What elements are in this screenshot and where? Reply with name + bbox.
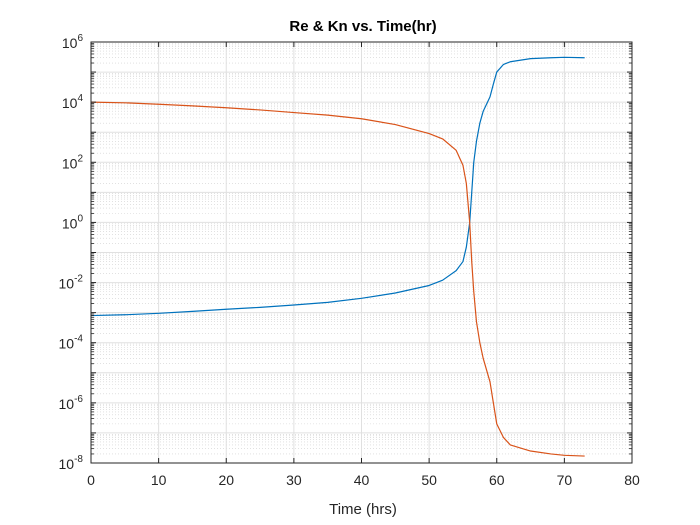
- x-tick-label: 80: [624, 472, 640, 488]
- series-line-1: [90, 56, 585, 317]
- series-layer: [90, 56, 585, 457]
- y-tick-labels: 10-8 10-6 10-4 10-2 100 102 104 106: [59, 33, 84, 472]
- x-axis-label: Time (hrs): [329, 501, 397, 518]
- major-grid: [90, 41, 633, 464]
- chart-title: Re & Kn vs. Time(hr): [289, 18, 436, 35]
- x-tick-label: 10: [151, 472, 167, 488]
- x-tick-label: 60: [489, 472, 505, 488]
- y-tick-label: 10-2: [59, 274, 84, 292]
- y-tick-label: 102: [62, 153, 84, 171]
- x-tick-labels: 0 10 20 30 40 50 60 70 80: [87, 472, 640, 488]
- axis-ticks: [90, 41, 633, 464]
- y-tick-label: 106: [62, 33, 84, 51]
- x-tick-label: 30: [286, 472, 302, 488]
- y-tick-label: 10-6: [59, 394, 84, 412]
- x-tick-label: 0: [87, 472, 95, 488]
- x-tick-label: 50: [421, 472, 437, 488]
- x-tick-label: 70: [557, 472, 573, 488]
- x-tick-label: 20: [218, 472, 234, 488]
- y-tick-label: 10-4: [59, 334, 84, 352]
- series-line-2: [90, 101, 585, 457]
- y-tick-label: 100: [62, 213, 84, 231]
- y-tick-label: 10-8: [59, 454, 84, 472]
- y-tick-label: 104: [62, 93, 84, 111]
- x-tick-label: 40: [354, 472, 370, 488]
